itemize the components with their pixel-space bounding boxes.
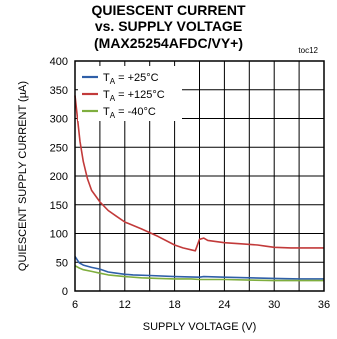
- figure-tag: toc12: [298, 46, 318, 55]
- legend-label-3: TA = -40°C: [103, 106, 156, 120]
- y-tick-label: 150: [50, 200, 68, 212]
- y-axis-label: QUIESCENT SUPPLY CURRENT (µA): [17, 81, 29, 271]
- legend-label-2: TA = +125°C: [103, 89, 165, 103]
- y-tick-label: 50: [56, 257, 68, 269]
- x-tick-label: 36: [318, 299, 330, 311]
- y-tick-label: 400: [50, 56, 68, 68]
- y-tick-label: 200: [50, 171, 68, 183]
- x-tick-labels: 6 12 18 24 30 36: [72, 299, 330, 311]
- y-tick-labels: 0 50 100 150 200 250 300 350 400: [50, 56, 68, 298]
- chart-title-line-1: QUIESCENT CURRENT: [91, 2, 246, 18]
- series-line-1: [74, 256, 324, 280]
- series-line-2: [74, 95, 324, 252]
- y-tick-label: 300: [50, 114, 68, 126]
- series-line-3: [74, 264, 324, 282]
- chart-title-line-2: vs. SUPPLY VOLTAGE: [94, 18, 243, 34]
- chart-title-line-3: (MAX25254AFDC/VY+): [94, 35, 243, 51]
- plot-frame: [74, 60, 325, 292]
- y-tick-label: 250: [50, 142, 68, 154]
- x-tick-label: 6: [72, 299, 78, 311]
- y-tick-label: 350: [50, 85, 68, 97]
- x-axis-label: SUPPLY VOLTAGE (V): [143, 321, 257, 333]
- series-lines: [74, 95, 324, 282]
- legend: TA = +25°C TA = +125°C TA = -40°C: [78, 66, 182, 121]
- x-tick-label: 12: [119, 299, 131, 311]
- y-tick-label: 0: [62, 286, 68, 298]
- x-tick-label: 30: [268, 299, 280, 311]
- x-tick-label: 18: [168, 299, 180, 311]
- legend-label-1: TA = +25°C: [103, 72, 159, 86]
- y-tick-label: 100: [50, 229, 68, 241]
- x-tick-label: 24: [218, 299, 230, 311]
